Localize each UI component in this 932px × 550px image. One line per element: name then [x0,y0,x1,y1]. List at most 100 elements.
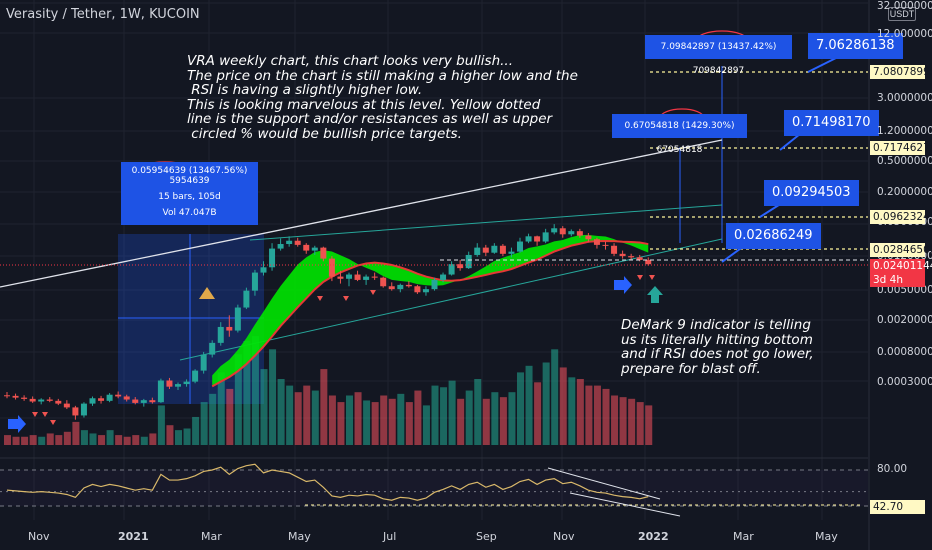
chart-title: Verasity / Tether, 1W, KUCOIN [6,7,200,22]
price-axis-tick: 32.00000000 [877,0,932,12]
candle-body [286,240,293,245]
candle-body [175,384,181,387]
volume-bar [21,436,29,445]
volume-bar [457,398,465,445]
candle [414,284,421,294]
volume-bar [585,385,593,445]
candle [474,243,481,257]
demark-marker [370,290,376,295]
price-tag: 0.02846500 [870,243,932,257]
candle [303,243,310,254]
right-arrow-icon [614,276,632,294]
warning-icon [199,287,215,299]
volume-bar [183,428,191,445]
candle [89,396,96,406]
candle [286,236,293,247]
volume-bar [517,372,524,445]
candle-body [183,381,190,385]
candle [55,398,62,406]
candle-body [38,399,45,402]
ma-ribbon-fill [212,234,649,387]
candle [29,396,36,403]
candle [337,270,344,284]
candle-body [21,397,28,399]
candle-body [80,403,87,416]
volume-bar [397,393,405,445]
callout-pointer [779,133,801,151]
candle-body [106,394,113,401]
candle-body [269,248,276,268]
candle [106,393,113,403]
rsi-panel [0,463,868,517]
price-axis-tick: 3.00000000 [877,92,932,104]
volume-bar [474,379,482,445]
candle-body [619,253,626,257]
candle-body [371,276,378,278]
candle [491,243,498,254]
candle [157,378,164,403]
candle-body [465,254,472,269]
volume-bar [115,435,123,445]
candle-body [217,326,224,343]
volume-bar [303,385,311,445]
candle-body [405,284,412,287]
candle-body [414,286,421,293]
volume-bar [422,405,430,445]
candle-body [534,236,541,242]
channel-upper [249,204,723,241]
candle-body [508,251,515,254]
time-axis-tick: May [288,530,311,543]
candlesticks[interactable] [4,224,652,420]
candle [38,398,45,405]
volume-bar [46,433,54,445]
candle [209,340,216,358]
volume-bar [55,435,63,445]
candle-body [234,307,241,331]
volume-bar [645,405,653,445]
candle [611,243,618,257]
demark-marker [649,275,655,280]
candle [149,397,156,404]
candle [371,272,378,280]
candle-body [140,400,147,403]
candle [46,397,53,403]
candle-body [551,228,558,233]
time-axis-tick: Jul [383,530,397,543]
volume-bar [551,349,559,445]
volume-bar [260,369,268,445]
candle-body [4,395,10,397]
candle-body [636,257,643,260]
candle-body [440,274,447,280]
candle-body [388,286,395,290]
volume-bar [431,385,439,445]
candle-body [397,284,404,290]
demark-marker [32,412,38,417]
candle [499,244,506,257]
volume-bar [29,435,37,445]
volume-bar [149,433,157,445]
candle [457,259,464,271]
demark-note: DeMark 9 indicator is telling us its lite… [621,317,814,377]
candle [260,261,267,276]
candle-body [29,398,36,402]
candle-body [431,279,438,290]
candle-body [645,259,652,265]
upper-trendline [0,139,723,288]
candle [243,287,250,310]
volume-bar [337,402,345,445]
volume-bar [286,385,294,445]
right-arrow-icon [8,415,26,433]
candle-body [576,231,583,236]
currency-badge[interactable]: USDT [888,7,916,21]
candle [619,250,626,259]
candle [551,224,558,235]
price-callout-1: 7.06286138 [808,33,903,59]
candle [63,400,70,410]
volume-bar [354,392,362,445]
time-axis-tick: Sep [476,530,497,543]
price-tag: 0.02401144 [870,259,932,273]
volume-bar [593,385,601,445]
